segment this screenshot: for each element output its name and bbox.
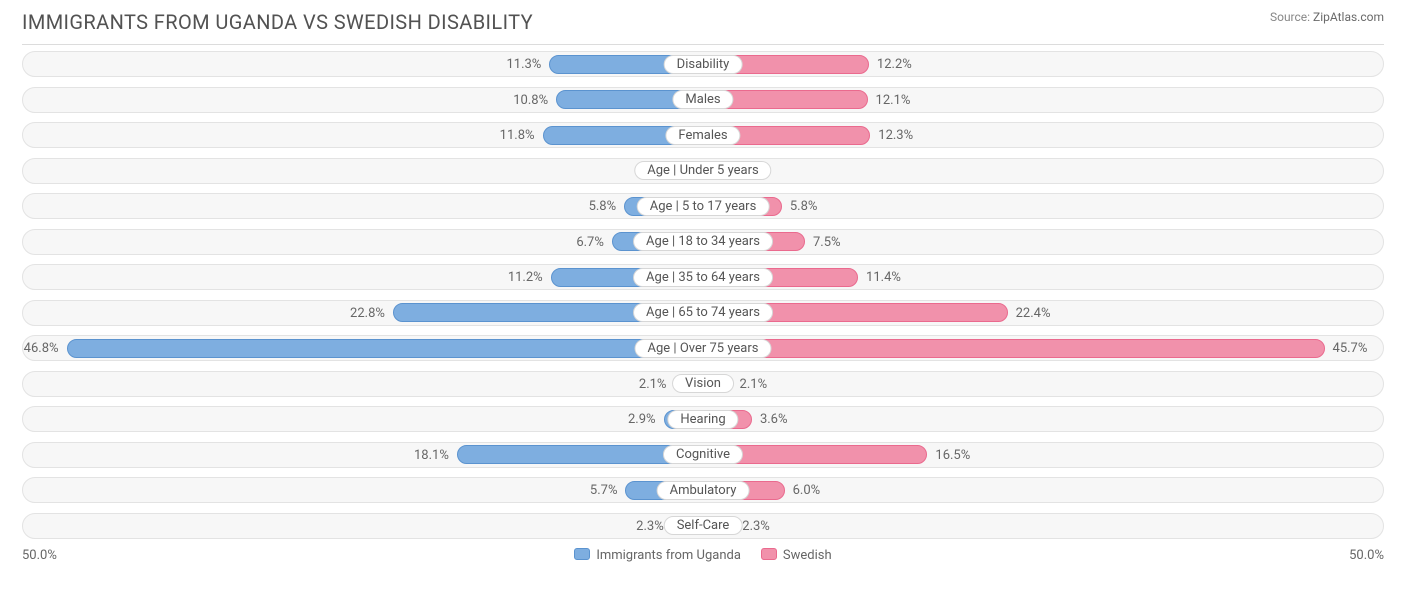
legend-label-right: Swedish xyxy=(783,548,832,563)
category-pill: Age | 5 to 17 years xyxy=(637,197,770,216)
value-left: 46.8% xyxy=(24,336,59,362)
category-pill: Vision xyxy=(672,374,734,393)
value-left: 11.2% xyxy=(508,265,543,291)
bar-row: 11.2% 11.4% Age | 35 to 64 years xyxy=(22,264,1384,290)
bar-row: 11.8% 12.3% Females xyxy=(22,122,1384,148)
bar-left xyxy=(67,339,703,358)
value-left: 2.1% xyxy=(639,372,667,398)
category-pill: Age | Under 5 years xyxy=(634,161,771,180)
legend-label-left: Immigrants from Uganda xyxy=(596,548,741,563)
legend-item-left: Immigrants from Uganda xyxy=(574,548,741,563)
category-pill: Self-Care xyxy=(664,516,743,535)
value-right: 11.4% xyxy=(866,265,901,291)
category-pill: Age | 18 to 34 years xyxy=(633,232,773,251)
category-pill: Cognitive xyxy=(663,445,743,464)
source-label: Source: xyxy=(1270,10,1310,24)
value-right: 22.4% xyxy=(1016,301,1051,327)
value-left: 5.7% xyxy=(590,478,618,504)
source-link[interactable]: ZipAtlas.com xyxy=(1313,10,1384,24)
legend-swatch-right xyxy=(761,548,777,560)
category-pill: Females xyxy=(665,126,740,145)
chart-area: 11.3% 12.2% Disability 10.8% 12.1% Males 11.8%… xyxy=(22,44,1384,563)
category-pill: Disability xyxy=(664,55,743,74)
bar-right xyxy=(703,339,1325,358)
value-right: 12.2% xyxy=(877,52,912,78)
category-pill: Males xyxy=(672,90,733,109)
value-left: 2.3% xyxy=(636,514,664,540)
value-right: 16.5% xyxy=(935,443,970,469)
legend-swatch-left xyxy=(574,548,590,560)
value-left: 22.8% xyxy=(350,301,385,327)
bar-row: 5.7% 6.0% Ambulatory xyxy=(22,477,1384,503)
value-left: 18.1% xyxy=(414,443,449,469)
bar-row: 11.3% 12.2% Disability xyxy=(22,51,1384,77)
value-left: 5.8% xyxy=(589,194,617,220)
category-pill: Hearing xyxy=(667,410,738,429)
value-left: 10.8% xyxy=(513,88,548,114)
bar-row: 2.1% 2.1% Vision xyxy=(22,371,1384,397)
value-right: 5.8% xyxy=(790,194,818,220)
bar-row: 10.8% 12.1% Males xyxy=(22,87,1384,113)
value-left: 11.8% xyxy=(500,123,535,149)
legend: Immigrants from Uganda Swedish xyxy=(574,548,831,563)
legend-item-right: Swedish xyxy=(761,548,832,563)
category-pill: Age | 65 to 74 years xyxy=(633,303,773,322)
value-right: 3.6% xyxy=(760,407,788,433)
value-right: 2.3% xyxy=(742,514,770,540)
value-left: 2.9% xyxy=(628,407,656,433)
chart-source: Source: ZipAtlas.com xyxy=(1270,10,1384,24)
value-left: 6.7% xyxy=(576,230,604,256)
bar-row: 22.8% 22.4% Age | 65 to 74 years xyxy=(22,300,1384,326)
bar-row: 18.1% 16.5% Cognitive xyxy=(22,442,1384,468)
value-left: 11.3% xyxy=(506,52,541,78)
bar-row: 46.8% 45.7% Age | Over 75 years xyxy=(22,335,1384,361)
category-pill: Ambulatory xyxy=(657,481,750,500)
axis-right-max: 50.0% xyxy=(1349,548,1384,563)
bar-row: 5.8% 5.8% Age | 5 to 17 years xyxy=(22,193,1384,219)
bar-row: 2.9% 3.6% Hearing xyxy=(22,406,1384,432)
value-right: 12.3% xyxy=(878,123,913,149)
value-right: 2.1% xyxy=(740,372,768,398)
bar-row: 2.3% 2.3%Self-Care xyxy=(22,513,1384,539)
value-right: 6.0% xyxy=(793,478,821,504)
category-pill: Age | 35 to 64 years xyxy=(633,268,773,287)
value-right: 7.5% xyxy=(813,230,841,256)
value-right: 12.1% xyxy=(876,88,911,114)
axis-left-max: 50.0% xyxy=(22,548,57,563)
chart-header: IMMIGRANTS FROM UGANDA VS SWEDISH DISABI… xyxy=(0,0,1406,40)
chart-title: IMMIGRANTS FROM UGANDA VS SWEDISH DISABI… xyxy=(22,10,533,34)
axis-row: 50.0% Immigrants from Uganda Swedish 50.0% xyxy=(22,548,1384,563)
bar-row: 1.1%1.6%Age | Under 5 years xyxy=(22,158,1384,184)
value-right: 45.7% xyxy=(1333,336,1368,362)
category-pill: Age | Over 75 years xyxy=(635,339,772,358)
bar-row: 6.7% 7.5% Age | 18 to 34 years xyxy=(22,229,1384,255)
